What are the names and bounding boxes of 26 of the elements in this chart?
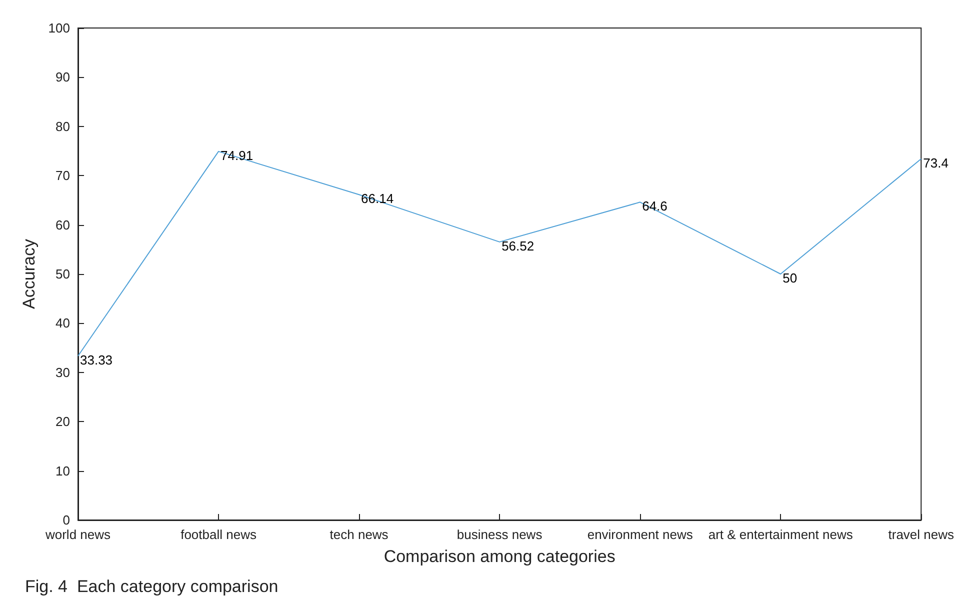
y-tick-label: 10 [56, 463, 70, 478]
x-axis-title: Comparison among categories [384, 547, 616, 566]
y-tick-label: 80 [56, 118, 70, 134]
data-label: 73.4 [923, 155, 948, 170]
x-tick-label: business news [456, 527, 543, 542]
y-axis-title: Accuracy [19, 238, 38, 309]
y-tick-label: 40 [56, 316, 70, 331]
data-label: 56.52 [502, 238, 534, 254]
y-tick-label: 60 [56, 217, 70, 232]
x-tick-label: football news [180, 527, 257, 542]
data-label: 50 [782, 270, 798, 286]
y-tick-label: 20 [56, 414, 70, 430]
line-series [78, 150, 922, 357]
x-tick-label: environment news [587, 527, 694, 542]
y-tick-label: 30 [56, 364, 70, 380]
x-tick-label: art & entertainment news [708, 527, 854, 542]
y-tick-label: 100 [48, 20, 70, 36]
x-tick-label: world news [44, 527, 112, 542]
y-tick-label: 90 [56, 70, 70, 85]
x-tick-label: tech news [330, 527, 389, 542]
y-tick-label: 70 [56, 168, 70, 184]
y-tick-label: 50 [56, 266, 70, 282]
caption: Fig. 4 Each category comparison [25, 577, 278, 596]
data-label: 33.33 [80, 352, 113, 368]
x-tick-label: travel news [888, 527, 954, 542]
y-tick-label: 0 [62, 512, 70, 528]
